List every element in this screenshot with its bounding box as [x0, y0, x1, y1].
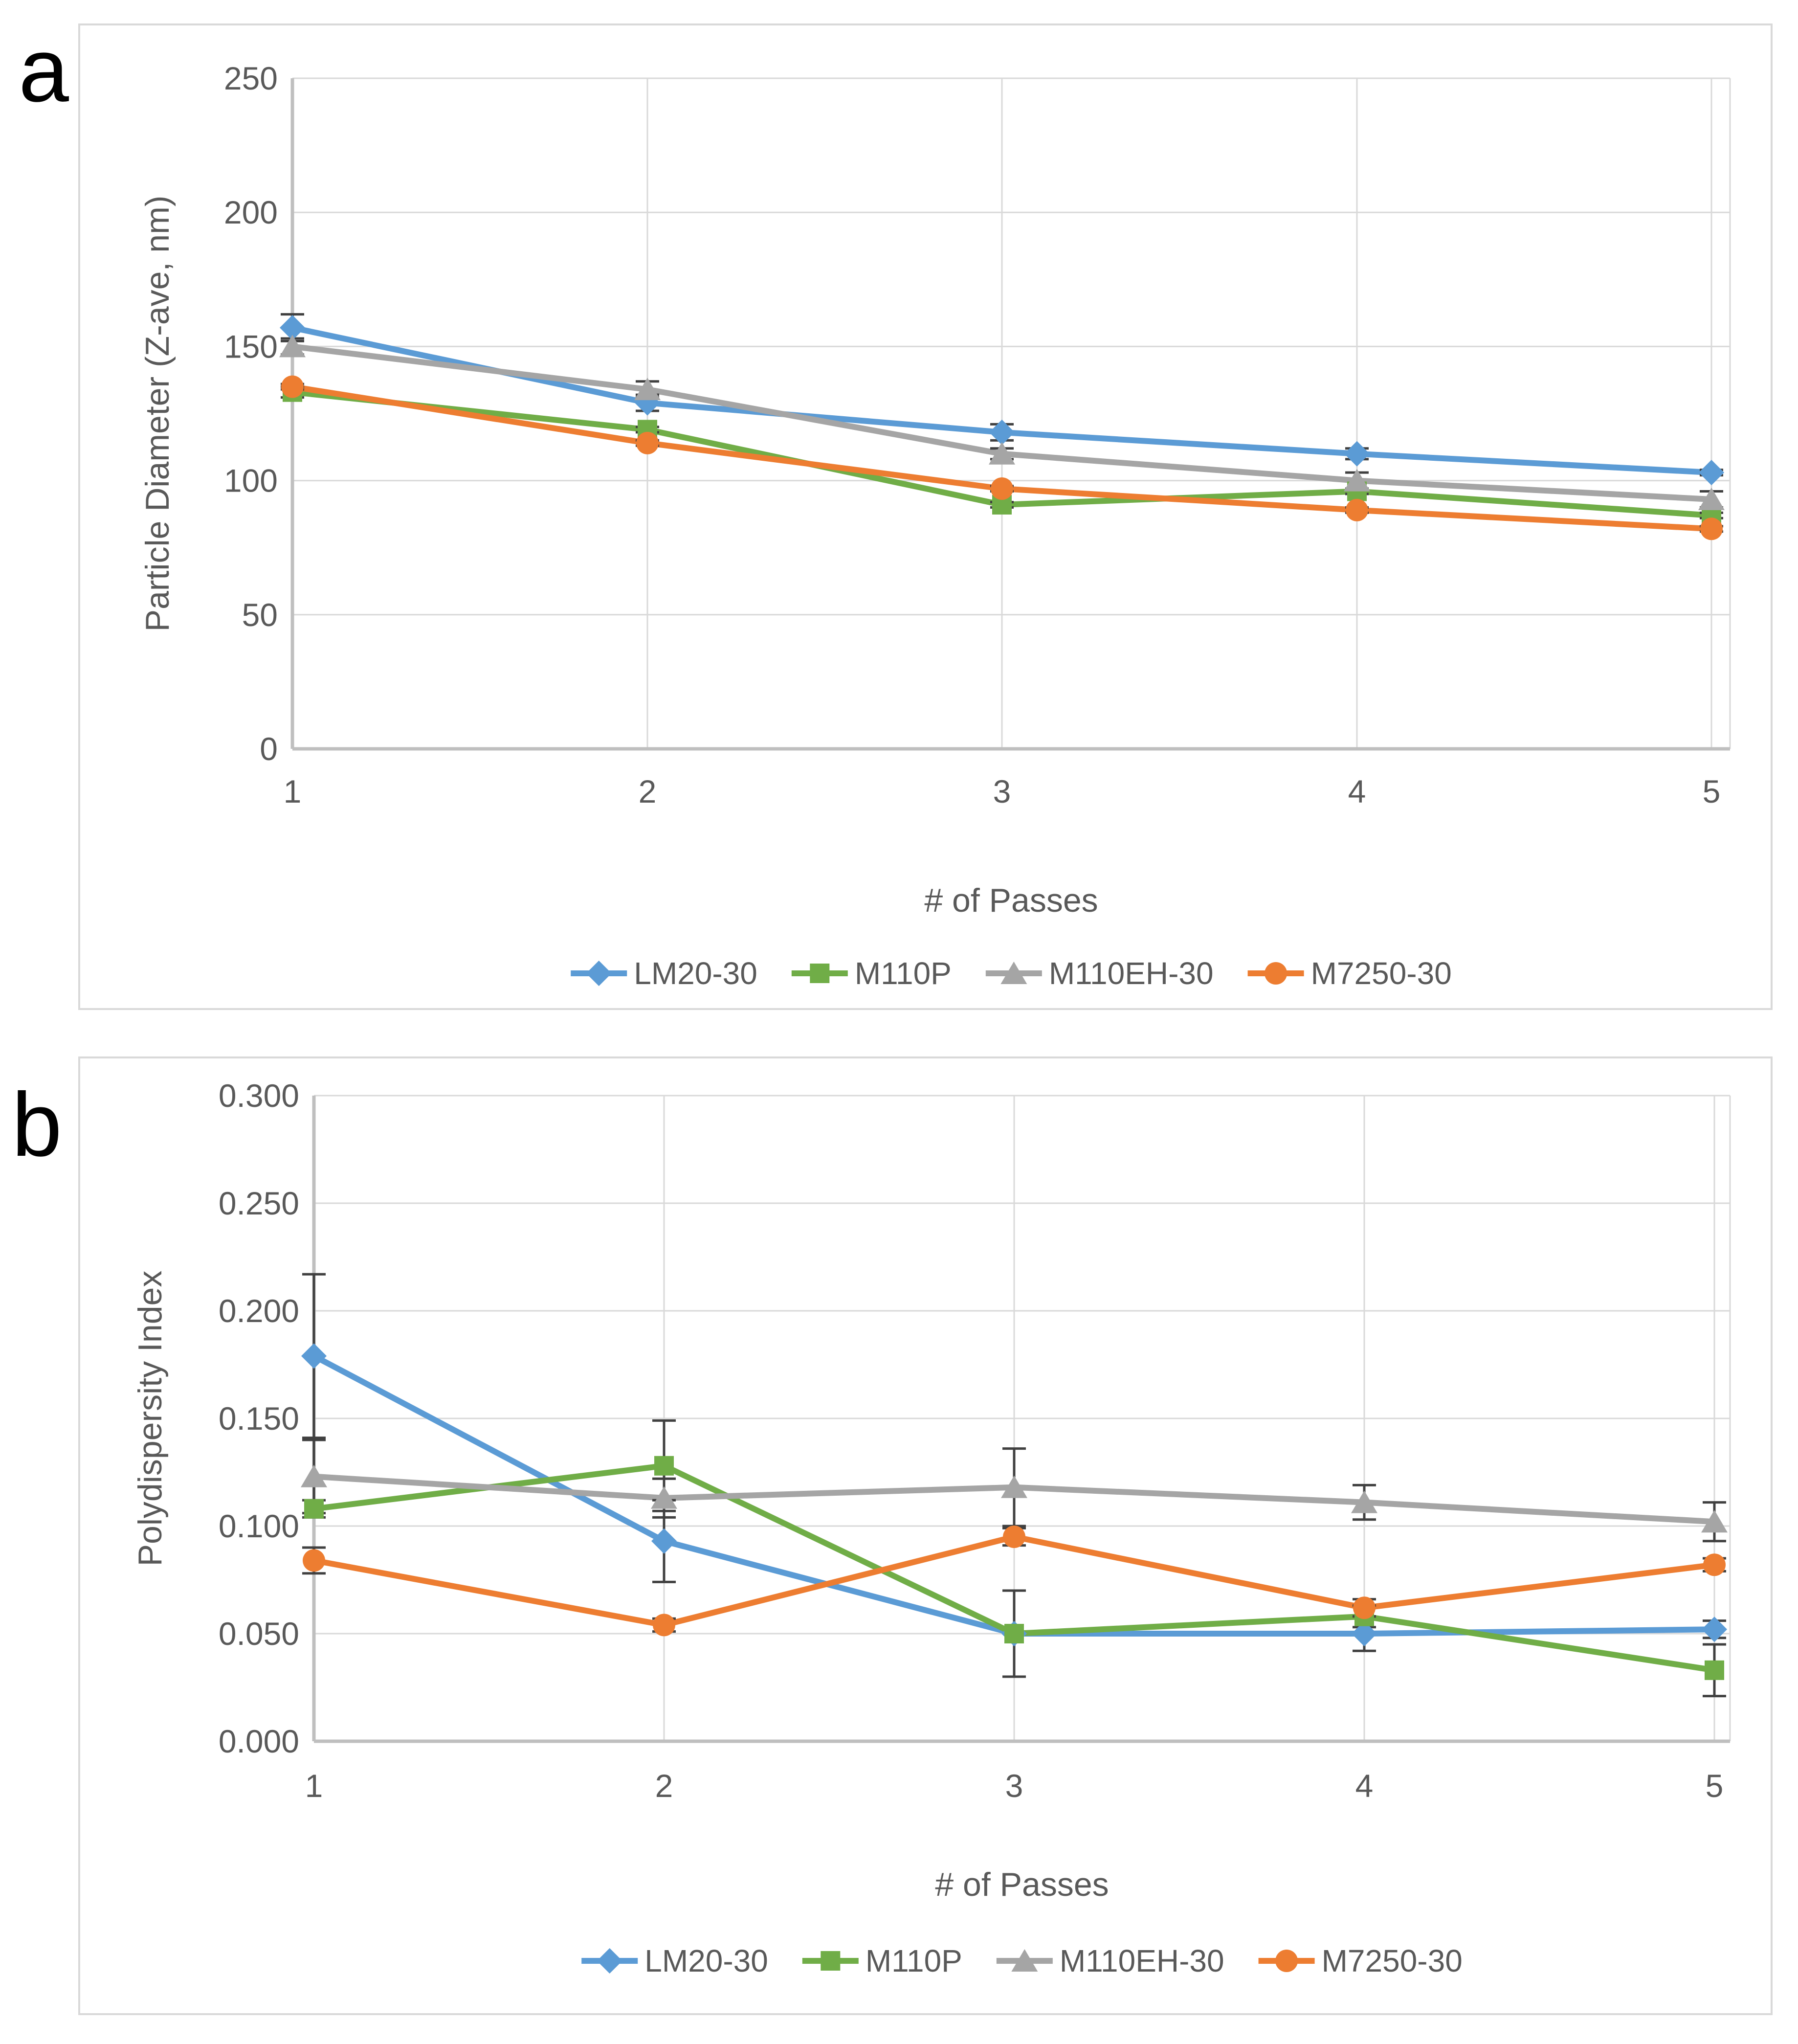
x-axis-title: # of Passes — [924, 882, 1098, 919]
y-tick-label: 0.300 — [219, 1078, 299, 1114]
x-axis-title: # of Passes — [935, 1866, 1109, 1903]
triangle-marker-icon — [1698, 487, 1725, 510]
panel-chart-a: 0 50 100 150 200 250 1 2 3 4 5 # of Passes Particle … — [78, 23, 1773, 1010]
legend-label: M7250-30 — [1322, 1943, 1463, 1978]
x-tick-label: 2 — [655, 1768, 673, 1804]
y-tick-label: 0.100 — [219, 1508, 299, 1544]
triangle-marker-icon — [1344, 469, 1370, 492]
circle-marker-icon — [1700, 517, 1723, 540]
legend-circle-marker-icon — [1275, 1950, 1298, 1972]
y-axis-title: Particle Diameter (Z-ave, nm) — [139, 196, 176, 632]
panel-letter-b: b — [12, 1075, 62, 1175]
y-tick-label: 0 — [260, 731, 278, 767]
triangle-marker-icon — [1351, 1490, 1377, 1513]
diamond-marker-icon — [1702, 1617, 1727, 1642]
diamond-marker-icon — [1699, 460, 1724, 486]
x-tick-label: 4 — [1348, 773, 1366, 809]
legend-circle-marker-icon — [1265, 962, 1287, 985]
x-tick-label: 1 — [305, 1768, 323, 1804]
square-marker-icon — [304, 1499, 324, 1519]
legend-label: LM20-30 — [644, 1943, 768, 1978]
triangle-marker-icon — [1001, 1475, 1027, 1498]
triangle-marker-icon — [634, 378, 661, 401]
legend-item: LM20-30 — [571, 956, 757, 991]
y-tick-label: 0.250 — [219, 1185, 299, 1221]
chart-a-particle-diameter: 0 50 100 150 200 250 1 2 3 4 5 # of Passes Particle … — [139, 60, 1731, 991]
legend-item: M110EH-30 — [996, 1943, 1224, 1978]
x-tick-label: 1 — [284, 773, 302, 809]
triangle-marker-icon — [651, 1486, 677, 1509]
x-tick-label: 2 — [639, 773, 657, 809]
y-tick-label: 0.200 — [219, 1293, 299, 1329]
chart-b-polydispersity-index: 0.000 0.050 0.100 0.150 0.200 0.250 0.300 1 2 3 4 5… — [132, 1078, 1731, 1978]
diamond-marker-icon — [651, 1528, 677, 1554]
square-marker-icon — [1004, 1624, 1024, 1643]
circle-marker-icon — [991, 477, 1013, 500]
legend-item: M7250-30 — [1247, 956, 1452, 991]
triangle-marker-icon — [301, 1464, 327, 1487]
legend-label: M110EH-30 — [1060, 1943, 1224, 1978]
legend-item: LM20-30 — [581, 1943, 768, 1978]
triangle-marker-icon — [1701, 1510, 1728, 1533]
x-tick-label: 3 — [993, 773, 1011, 809]
legend: LM20-30 M110P M110EH-30 M7250-30 — [581, 1943, 1463, 1978]
circle-marker-icon — [1353, 1596, 1376, 1619]
square-marker-icon — [1705, 1660, 1724, 1680]
legend-label: M7250-30 — [1311, 956, 1452, 991]
diamond-marker-icon — [989, 419, 1015, 445]
square-marker-icon — [654, 1456, 674, 1476]
circle-marker-icon — [1703, 1553, 1726, 1576]
y-tick-label: 250 — [224, 60, 278, 96]
y-tick-label: 200 — [224, 194, 278, 230]
diamond-marker-icon — [301, 1343, 327, 1369]
circle-marker-icon — [653, 1614, 675, 1637]
triangle-marker-icon — [989, 442, 1015, 465]
legend-item: M110P — [802, 1943, 962, 1978]
legend: LM20-30 M110P M110EH-30 M7250-30 — [571, 956, 1452, 991]
legend-item: M7250-30 — [1258, 1943, 1463, 1978]
legend-square-marker-icon — [810, 964, 830, 983]
y-tick-label: 0.150 — [219, 1400, 299, 1437]
y-tick-label: 50 — [242, 597, 278, 633]
y-tick-label: 150 — [224, 328, 278, 364]
legend-item: M110EH-30 — [985, 956, 1214, 991]
legend-diamond-marker-icon — [586, 961, 612, 986]
circle-marker-icon — [1003, 1526, 1025, 1548]
circle-marker-icon — [636, 431, 659, 454]
legend-triangle-marker-icon — [1011, 1949, 1038, 1972]
x-tick-label: 5 — [1706, 1768, 1724, 1804]
diamond-marker-icon — [280, 315, 305, 341]
y-tick-label: 100 — [224, 463, 278, 499]
y-axis-title: Polydispersity Index — [132, 1271, 169, 1567]
panel-chart-b: 0.000 0.050 0.100 0.150 0.200 0.250 0.300 1 2 3 4 5… — [78, 1056, 1773, 2015]
legend-label: M110EH-30 — [1049, 956, 1214, 991]
circle-marker-icon — [1346, 498, 1368, 521]
legend-label: M110P — [866, 1943, 962, 1978]
diamond-marker-icon — [1352, 1621, 1377, 1646]
legend-diamond-marker-icon — [597, 1948, 622, 1974]
legend-triangle-marker-icon — [1000, 962, 1027, 984]
circle-marker-icon — [303, 1549, 325, 1572]
legend-label: LM20-30 — [634, 956, 757, 991]
legend-square-marker-icon — [821, 1951, 841, 1971]
diamond-marker-icon — [1344, 441, 1370, 467]
circle-marker-icon — [281, 375, 304, 398]
panel-letter-a: a — [19, 20, 69, 121]
x-tick-label: 3 — [1005, 1768, 1023, 1804]
legend-label: M110P — [855, 956, 952, 991]
triangle-marker-icon — [279, 335, 306, 358]
y-tick-label: 0.050 — [219, 1616, 299, 1652]
x-tick-label: 5 — [1703, 773, 1721, 809]
y-tick-label: 0.000 — [219, 1723, 299, 1759]
x-tick-label: 4 — [1355, 1768, 1374, 1804]
legend-item: M110P — [791, 956, 952, 991]
